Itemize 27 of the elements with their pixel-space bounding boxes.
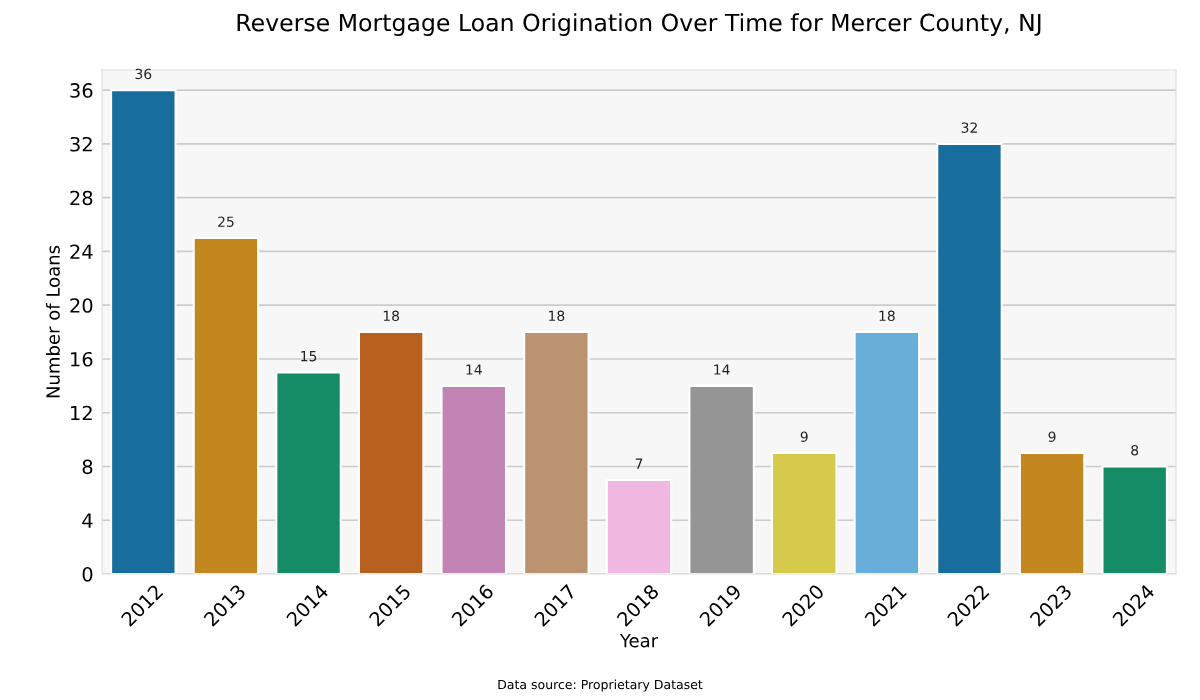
- data-label: 32: [961, 122, 977, 133]
- data-label: 9: [800, 431, 808, 443]
- data-label: 14: [466, 364, 482, 375]
- data-label: 18: [549, 310, 565, 322]
- y-tick-label: 8: [82, 459, 93, 475]
- chart-title: Reverse Mortgage Loan Origination Over Time for Mercer County, NJ: [237, 13, 1041, 37]
- data-label: 36: [135, 68, 152, 80]
- y-tick-label: 32: [70, 136, 92, 152]
- y-tick-label: 36: [70, 83, 93, 98]
- data-label: 18: [383, 310, 400, 322]
- y-tick-label: 0: [82, 566, 93, 582]
- y-tick-label: 4: [82, 513, 93, 528]
- data-label: 25: [218, 216, 234, 227]
- data-label: 8: [1131, 444, 1139, 456]
- data-label: 9: [1048, 431, 1056, 443]
- y-axis-title: Number of Loans: [45, 245, 60, 398]
- y-tick-label: 16: [71, 351, 93, 367]
- y-tick-label: 28: [70, 190, 93, 206]
- data-label: 18: [879, 310, 895, 322]
- data-label: 14: [714, 364, 730, 375]
- source-note: Data source: Proprietary Dataset: [498, 679, 703, 692]
- y-tick-label: 20: [70, 298, 93, 313]
- y-tick-label: 12: [71, 405, 92, 421]
- y-tick-label: 24: [70, 244, 93, 259]
- data-label: 7: [635, 458, 643, 469]
- data-label: 15: [301, 351, 317, 362]
- x-axis-title: Year: [619, 633, 659, 648]
